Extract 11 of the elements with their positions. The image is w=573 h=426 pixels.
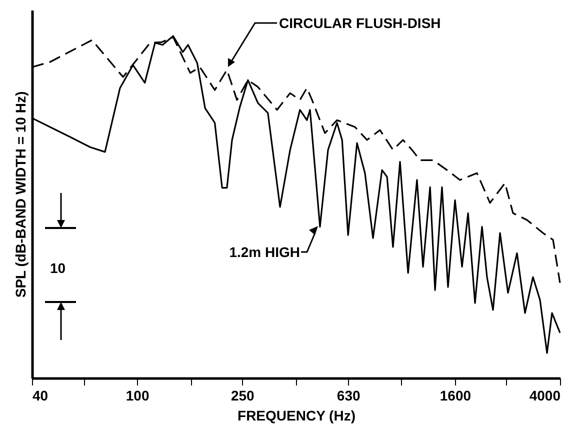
x-tick-label: 630 (336, 388, 360, 404)
y-axis-title: SPL (dB-BAND WIDTH = 10 Hz) (12, 91, 28, 298)
x-tick-label: 4000 (529, 388, 561, 404)
legend-label: 1.2m HIGH (229, 244, 300, 260)
text: CIRCULAR FLUSH-DISH (279, 15, 441, 31)
x-axis-title: FREQUENCY (Hz) (238, 408, 356, 424)
x-tick-label: 1600 (440, 388, 472, 404)
x-tick-label: 100 (126, 388, 150, 404)
x-tick-label: 40 (32, 388, 48, 404)
x-tick-label: 250 (230, 388, 255, 404)
annotation: 10 (50, 260, 66, 276)
